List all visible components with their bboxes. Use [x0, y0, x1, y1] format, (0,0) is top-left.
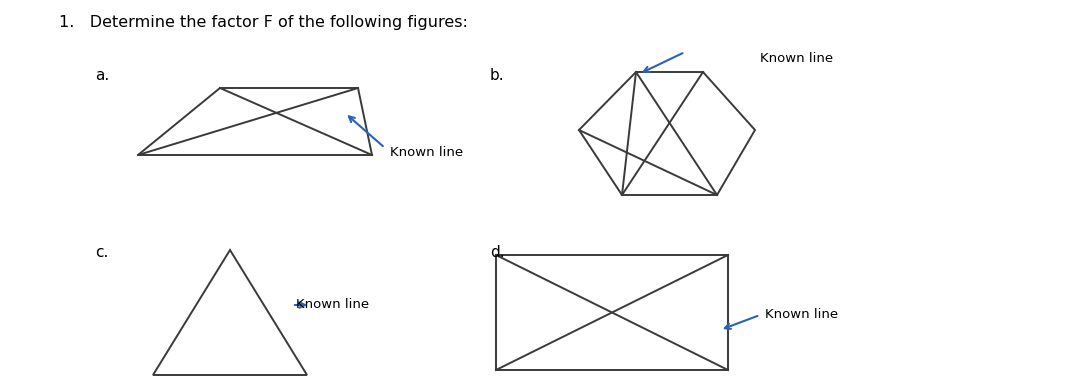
Text: a.: a. — [95, 68, 109, 83]
Text: Known line: Known line — [765, 308, 838, 321]
Text: 1.   Determine the factor F of the following figures:: 1. Determine the factor F of the followi… — [59, 15, 469, 30]
Text: c.: c. — [95, 245, 108, 260]
Text: Known line: Known line — [296, 298, 369, 311]
Text: Known line: Known line — [390, 146, 463, 159]
Text: b.: b. — [490, 68, 504, 83]
Text: d.: d. — [490, 245, 504, 260]
Text: Known line: Known line — [760, 51, 833, 64]
